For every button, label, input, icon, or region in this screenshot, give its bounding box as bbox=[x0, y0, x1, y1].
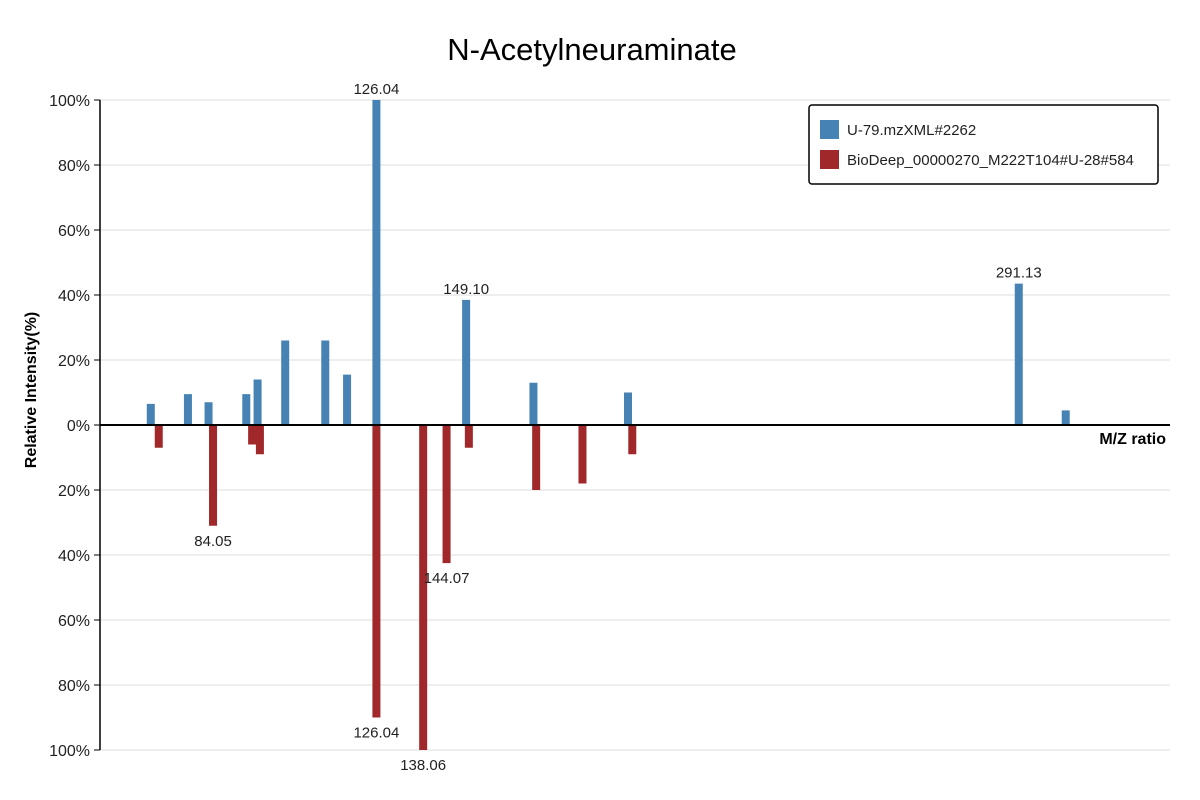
y-tick-label: 20% bbox=[58, 483, 90, 500]
query-peak-bar bbox=[146, 403, 155, 425]
peak-label: 149.10 bbox=[443, 281, 489, 298]
reference-peak-bar bbox=[209, 425, 218, 526]
reference-peak-bar bbox=[578, 425, 587, 484]
reference-peak-bar bbox=[464, 425, 473, 448]
reference-peak-bar bbox=[248, 425, 257, 445]
peak-label: 291.13 bbox=[996, 265, 1042, 282]
x-axis-title: M/Z ratio bbox=[1099, 431, 1166, 448]
query-peak-bar bbox=[343, 374, 352, 425]
reference-peak-bar bbox=[628, 425, 637, 455]
legend: U-79.mzXML#2262 BioDeep_00000270_M222T104… bbox=[808, 104, 1159, 185]
peak-label: 84.05 bbox=[194, 533, 232, 550]
query-peak-bar bbox=[1014, 283, 1023, 425]
legend-label: BioDeep_00000270_M222T104#U-28#584 bbox=[847, 152, 1134, 169]
query-peak-bar bbox=[281, 340, 290, 425]
query-peak-bar bbox=[183, 394, 192, 425]
peak-label: 144.07 bbox=[424, 570, 470, 587]
reference-peak-bar bbox=[255, 425, 264, 455]
y-tick-labels: 100% 80% 60% 40% 20% 0% 20% 40% 60% 80% 100% bbox=[49, 93, 100, 760]
legend-swatch bbox=[820, 120, 839, 139]
y-tick-label: 40% bbox=[58, 288, 90, 305]
peak-label: 138.06 bbox=[400, 757, 446, 774]
y-tick-label: 60% bbox=[58, 223, 90, 240]
y-tick-label: 80% bbox=[58, 158, 90, 175]
bars bbox=[146, 100, 1070, 750]
legend-box bbox=[808, 104, 1159, 185]
y-tick-label: 100% bbox=[49, 743, 90, 760]
y-tick-label: 20% bbox=[58, 353, 90, 370]
peak-label: 126.04 bbox=[353, 725, 399, 742]
y-tick-label: 0% bbox=[67, 418, 90, 435]
peak-label: 126.04 bbox=[353, 81, 399, 98]
y-tick-label: 80% bbox=[58, 678, 90, 695]
legend-swatch bbox=[820, 150, 839, 169]
query-peak-bar bbox=[253, 379, 262, 425]
axes bbox=[99, 100, 1170, 750]
reference-peak-bar bbox=[442, 425, 451, 564]
reference-peak-bar bbox=[419, 425, 428, 750]
query-peak-bar bbox=[372, 100, 381, 425]
reference-peak-bar bbox=[532, 425, 541, 490]
reference-peak-bar bbox=[154, 425, 163, 448]
query-peak-bar bbox=[242, 394, 251, 425]
query-peak-bar bbox=[204, 402, 213, 425]
legend-label: U-79.mzXML#2262 bbox=[847, 122, 976, 139]
query-peak-bar bbox=[529, 382, 538, 425]
y-tick-label: 40% bbox=[58, 548, 90, 565]
query-peak-bar bbox=[462, 299, 471, 425]
reference-peak-bar bbox=[372, 425, 381, 718]
query-peak-bar bbox=[321, 340, 330, 425]
query-peak-bar bbox=[623, 392, 632, 425]
y-tick-label: 60% bbox=[58, 613, 90, 630]
y-tick-label: 100% bbox=[49, 93, 90, 110]
peak-labels: 126.04149.10291.1384.05126.04138.06144.0… bbox=[194, 81, 1041, 774]
chart-title: N-Acetylneuraminate bbox=[447, 32, 736, 67]
y-axis-title: Relative Intensity(%) bbox=[23, 312, 40, 468]
query-peak-bar bbox=[1061, 410, 1070, 425]
